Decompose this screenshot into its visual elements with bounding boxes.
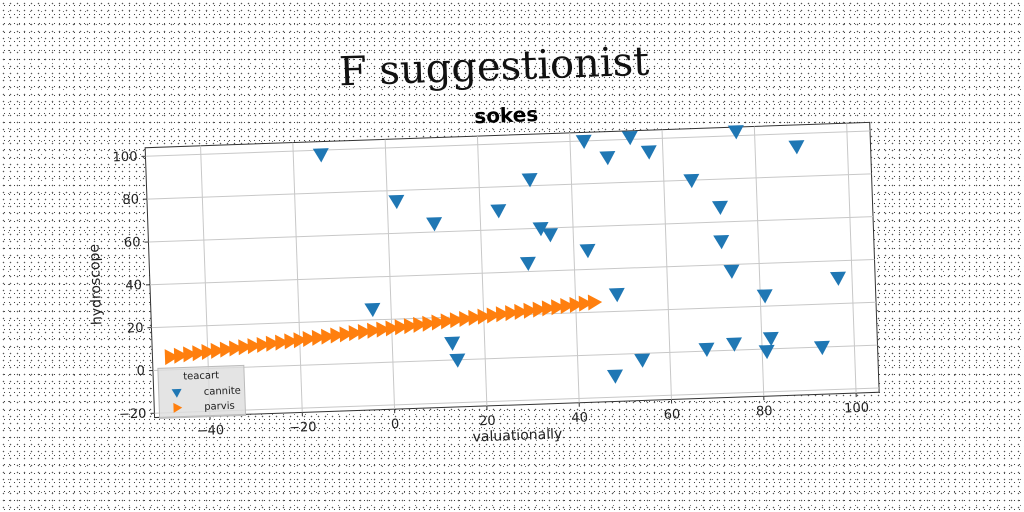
plot-area (145, 122, 879, 417)
legend-title: teacart (183, 370, 219, 382)
x-tick-label: −20 (289, 420, 317, 436)
x-tick-label: 100 (844, 401, 869, 417)
plot-group: sokes −40 −20 0 20 40 60 80 100 −20 0 20 40 60 80 100… (82, 90, 880, 458)
y-axis-label: hydroscope (86, 244, 105, 326)
x-tick-label: 20 (479, 414, 496, 430)
x-axis-label: valuationally (472, 426, 562, 445)
y-tick-label: 40 (125, 278, 142, 294)
y-tick-label: 20 (127, 321, 144, 337)
y-tick-label: 80 (122, 192, 139, 208)
chart-title: sokes (474, 102, 539, 128)
y-tick-label: 100 (112, 150, 137, 166)
figure-title: F suggestionist (338, 39, 650, 96)
x-tick-label: −40 (197, 423, 225, 439)
legend-label-parvis: parvis (204, 401, 235, 413)
legend: teacart cannite parvis (158, 365, 246, 418)
y-tick-label: 60 (124, 235, 141, 251)
y-tick-label: 0 (136, 364, 145, 379)
legend-label-cannite: cannite (204, 386, 242, 398)
x-tick-label: 0 (391, 417, 400, 432)
y-tick-label: −20 (119, 407, 147, 423)
x-tick-label: 80 (756, 404, 773, 420)
x-tick-label: 40 (571, 410, 588, 426)
x-tick-label: 60 (663, 407, 680, 423)
